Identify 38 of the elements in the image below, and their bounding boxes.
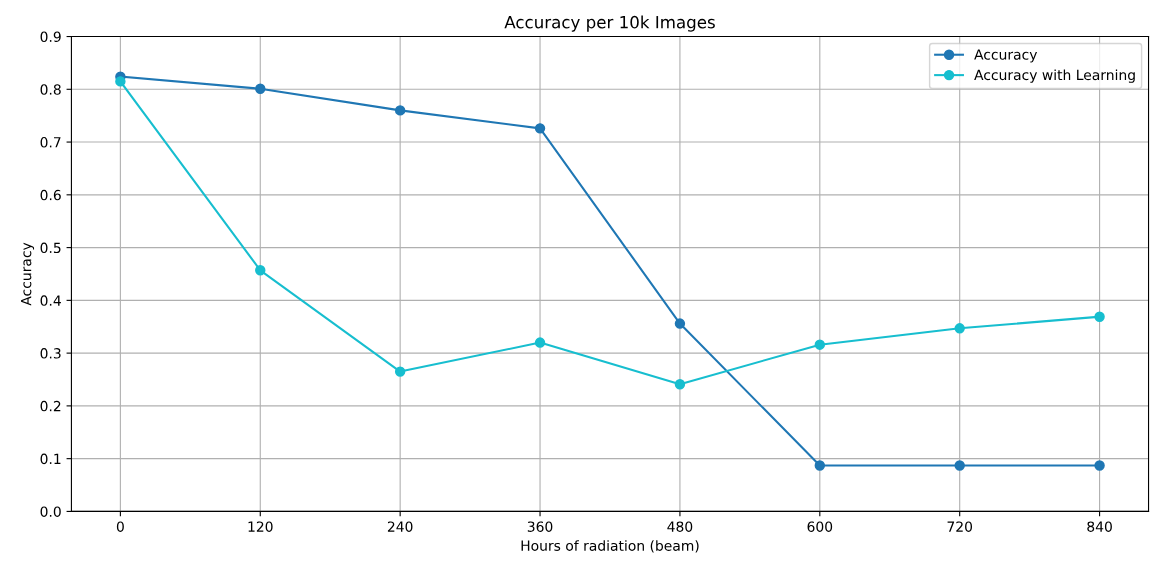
y-tick-label: 0.1 [40, 453, 61, 465]
point [255, 83, 266, 94]
x-tick-label: 240 [387, 521, 413, 532]
point [394, 366, 406, 377]
point [1094, 460, 1105, 471]
x-tick-label: 840 [1087, 521, 1112, 532]
point [534, 337, 546, 348]
y-tick-label: 0.0 [40, 506, 61, 517]
point [674, 379, 686, 390]
x-tick-label: 600 [807, 521, 833, 532]
x-tick-label: 0 [116, 521, 124, 532]
chart-title: Accuracy per 10k Images [504, 15, 715, 32]
point [255, 265, 266, 276]
y-tick-label: 0.9 [40, 31, 61, 42]
y-tick-label: 0.6 [40, 189, 61, 201]
y-tick-label: 0.2 [40, 400, 61, 412]
x-tick-label: 120 [248, 521, 273, 532]
y-axis-title: Accuracy [21, 242, 35, 306]
legend-label: Accuracy [974, 49, 1038, 63]
y-tick-label: 0.5 [40, 242, 61, 254]
y-tick-label: 0.4 [40, 295, 61, 306]
x-axis-title: Hours of radiation (beam) [521, 540, 699, 553]
legend-label: Accuracy with Learning [974, 69, 1135, 83]
point [954, 323, 965, 334]
point [674, 318, 686, 329]
x-tick-label: 360 [527, 521, 553, 532]
x-tick-label: 480 [667, 521, 693, 532]
point [814, 339, 826, 350]
point [394, 105, 406, 116]
x-tick-label: 720 [947, 521, 973, 532]
point [1094, 311, 1105, 322]
y-tick-label: 0.3 [40, 348, 61, 359]
point [814, 460, 826, 471]
point [115, 76, 126, 87]
y-tick-label: 0.8 [40, 84, 61, 95]
point [534, 123, 546, 134]
point [954, 460, 965, 471]
y-tick-label: 0.7 [40, 137, 61, 148]
